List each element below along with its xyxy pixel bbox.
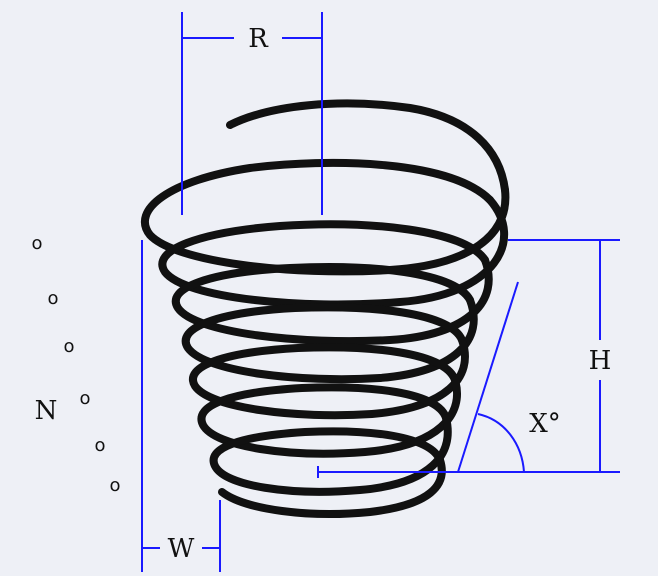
radius-label: R [248,24,269,54]
spring-coil-4 [181,296,478,384]
coil-dot: o [94,435,105,456]
coil-dots: o o o o o o [31,233,120,496]
coil-dot: o [109,475,120,496]
angle-label: X° [529,409,561,439]
coil-dot: o [31,233,42,254]
spring-coil-2 [158,196,509,309]
turns-label: N [35,396,58,426]
spring-coil-7 [209,414,452,496]
angle-arc [477,413,525,473]
coil-dot: o [47,288,58,309]
height-label: H [589,346,612,376]
coil-dot: o [63,336,74,357]
spring-top-end [226,99,509,194]
spring-coil-1 [140,158,510,276]
spring-coil-3 [172,256,493,346]
width-label: W [168,534,195,564]
coil-dot: o [79,388,90,409]
spring-bottom-end [218,456,446,518]
conical-spring [140,99,510,518]
angle-slant-line [457,281,519,473]
dimension-lines [141,12,620,572]
